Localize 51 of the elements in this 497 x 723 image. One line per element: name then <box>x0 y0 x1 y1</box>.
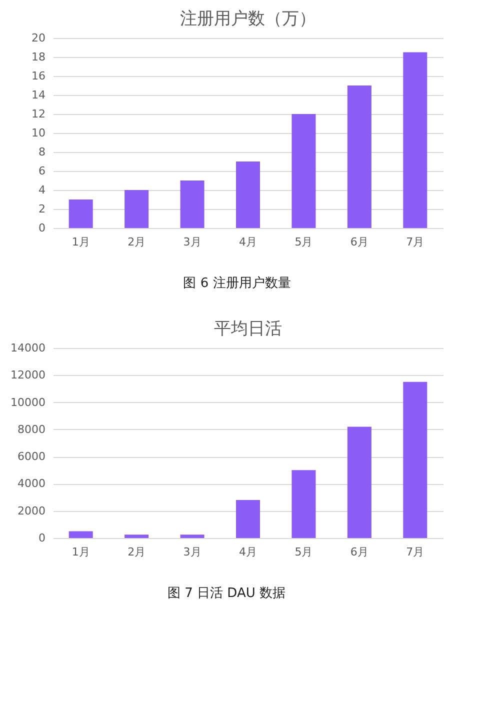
y-tick-label: 0 <box>38 532 46 544</box>
y-tick-label: 10000 <box>10 396 46 409</box>
bar <box>403 52 428 228</box>
x-tick-label: 4月 <box>239 546 257 558</box>
caption: 图 6 注册用户数量 <box>183 276 291 291</box>
bar <box>68 200 93 228</box>
x-tick-label: 4月 <box>239 236 257 248</box>
bar <box>292 114 316 228</box>
bar <box>124 534 149 538</box>
y-tick-label: 18 <box>32 50 46 64</box>
bar <box>292 470 316 538</box>
y-tick-label: 2000 <box>18 504 46 518</box>
y-tick-label: 14 <box>32 88 46 102</box>
x-tick-label: 2月 <box>128 236 146 248</box>
y-tick-label: 12000 <box>10 368 46 382</box>
y-tick-label: 20 <box>32 32 46 44</box>
x-tick-label: 5月 <box>294 236 313 248</box>
bar <box>68 531 93 538</box>
x-tick-label: 3月 <box>183 236 202 248</box>
y-tick-label: 4 <box>38 184 46 196</box>
chart-title: 注册用户数（万） <box>180 9 316 29</box>
y-tick-label: 12 <box>32 108 46 120</box>
x-tick-label: 5月 <box>294 546 313 558</box>
x-tick-label: 7月 <box>406 546 424 558</box>
bar <box>180 534 204 538</box>
x-tick-label: 2月 <box>128 546 146 558</box>
y-tick-label: 8000 <box>18 422 46 436</box>
x-tick-label: 6月 <box>350 546 368 558</box>
bar <box>180 180 204 228</box>
chart-title: 平均日活 <box>214 319 282 339</box>
y-tick-label: 0 <box>38 222 46 234</box>
bar <box>124 190 149 228</box>
bar <box>347 426 372 538</box>
x-tick-label: 7月 <box>406 236 424 248</box>
y-tick-label: 4000 <box>18 477 46 490</box>
bar <box>236 162 260 228</box>
bar <box>403 382 428 538</box>
y-tick-label: 6 <box>38 164 46 178</box>
bar <box>236 500 260 538</box>
x-tick-label: 6月 <box>350 236 368 248</box>
y-tick-label: 8 <box>38 146 46 158</box>
caption: 图 7 日活 DAU 数据 <box>168 586 286 601</box>
bar <box>347 86 372 228</box>
y-tick-label: 6000 <box>18 450 46 464</box>
y-tick-label: 16 <box>32 70 46 82</box>
x-tick-label: 1月 <box>72 546 90 558</box>
y-tick-label: 14000 <box>10 342 46 354</box>
y-tick-label: 10 <box>32 126 46 140</box>
x-tick-label: 3月 <box>183 546 202 558</box>
y-tick-label: 2 <box>38 202 46 216</box>
x-tick-label: 1月 <box>72 236 90 248</box>
